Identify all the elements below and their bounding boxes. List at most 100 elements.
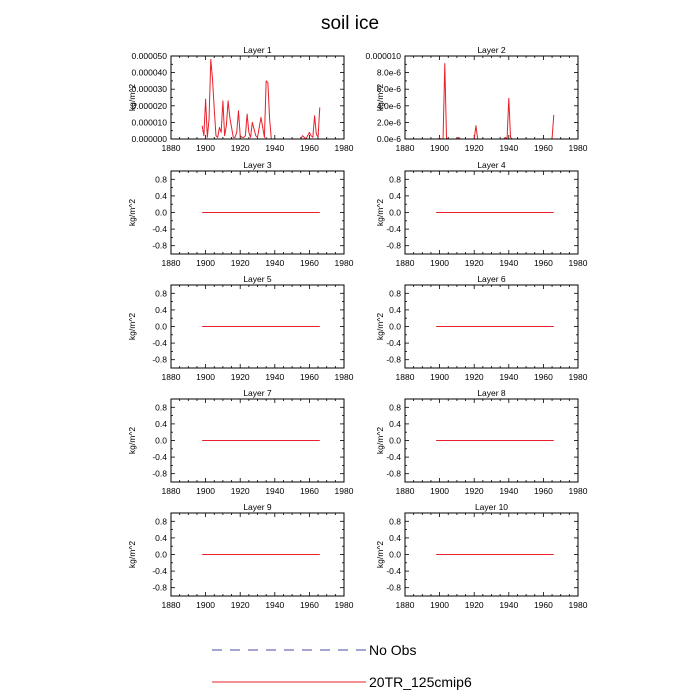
y-axis-label: kg/m^2 — [375, 541, 385, 568]
panel-layer-2: Layer 2 1880 1900 1920 1940 1960 1980 0.0e-6 2.0… — [366, 45, 588, 153]
x-tick-label: 1900 — [196, 258, 215, 268]
x-tick-label: 1880 — [162, 600, 181, 610]
legend: No Obs 20TR_125cmip6 — [212, 642, 472, 690]
series-line — [436, 62, 555, 140]
y-tick-label: -0.4 — [152, 566, 167, 576]
x-tick-label: 1880 — [396, 372, 415, 382]
y-tick-label: -0.8 — [152, 241, 167, 251]
y-tick-label: 0.0 — [155, 550, 167, 560]
x-tick-label: 1960 — [300, 600, 319, 610]
x-tick-label: 1900 — [196, 143, 215, 153]
y-tick-label: 0.8 — [155, 288, 167, 298]
y-tick-label: 0.0 — [389, 208, 401, 218]
x-tick-label: 1960 — [300, 486, 319, 496]
x-tick-label: 1940 — [499, 258, 518, 268]
x-tick-label: 1920 — [231, 258, 250, 268]
x-tick-label: 1980 — [335, 486, 354, 496]
x-tick-label: 1880 — [396, 143, 415, 153]
y-tick-label: -0.8 — [152, 583, 167, 593]
y-tick-label: -0.8 — [386, 469, 401, 479]
y-tick-label: -0.8 — [152, 355, 167, 365]
plot-frame — [170, 398, 345, 483]
y-tick-label: -0.4 — [386, 224, 401, 234]
y-axis-label: kg/m^2 — [375, 84, 385, 111]
x-tick-label: 1960 — [300, 372, 319, 382]
panel-title: Layer 7 — [243, 388, 272, 398]
y-axis-label: kg/m^2 — [375, 427, 385, 454]
y-tick-label: 0.8 — [389, 288, 401, 298]
panel-title: Layer 1 — [243, 45, 272, 55]
y-tick-label: 0.000000 — [132, 134, 168, 144]
y-axis-label: kg/m^2 — [127, 199, 137, 226]
y-tick-label: 0.000040 — [132, 68, 168, 78]
y-tick-label: 0.4 — [389, 533, 401, 543]
x-tick-label: 1900 — [430, 600, 449, 610]
x-tick-label: 1960 — [534, 486, 553, 496]
y-tick-label: 0.4 — [155, 533, 167, 543]
legend-label-20tr: 20TR_125cmip6 — [369, 674, 472, 690]
panel-layer-6: Layer 6 1880 1900 1920 1940 1960 1980 -0.8 -0.4 0… — [375, 274, 588, 382]
y-axis-label: kg/m^2 — [127, 427, 137, 454]
x-tick-label: 1980 — [569, 258, 588, 268]
x-tick-label: 1880 — [162, 486, 181, 496]
series-line — [201, 58, 321, 140]
panel-title: Layer 5 — [243, 274, 272, 284]
x-tick-label: 1980 — [335, 600, 354, 610]
x-tick-label: 1920 — [465, 486, 484, 496]
y-tick-label: 0.0 — [389, 436, 401, 446]
x-tick-label: 1920 — [231, 600, 250, 610]
x-tick-label: 1980 — [335, 143, 354, 153]
x-tick-label: 1900 — [430, 372, 449, 382]
plot-frame — [404, 170, 579, 255]
x-tick-label: 1880 — [162, 372, 181, 382]
y-tick-label: -0.8 — [386, 241, 401, 251]
x-tick-label: 1900 — [196, 600, 215, 610]
y-tick-label: 0.0 — [389, 550, 401, 560]
y-axis-label: kg/m^2 — [375, 313, 385, 340]
panel-layer-3: Layer 3 1880 1900 1920 1940 1960 1980 -0.8 -0.4 0… — [127, 160, 354, 268]
y-tick-label: 0.4 — [155, 191, 167, 201]
panel-layer-10: Layer 10 1880 1900 1920 1940 1960 1980 -0.8 -0.4… — [375, 502, 588, 610]
y-tick-label: -0.4 — [152, 452, 167, 462]
legend-label-no-obs: No Obs — [369, 642, 416, 658]
x-tick-label: 1920 — [465, 143, 484, 153]
x-tick-label: 1960 — [300, 143, 319, 153]
y-tick-label: 0.8 — [155, 402, 167, 412]
y-tick-label: 0.4 — [155, 419, 167, 429]
y-tick-label: -0.4 — [386, 452, 401, 462]
x-tick-label: 1940 — [499, 372, 518, 382]
panel-title: Layer 2 — [477, 45, 506, 55]
y-tick-label: -0.4 — [386, 338, 401, 348]
y-tick-label: 0.0e-6 — [377, 134, 401, 144]
x-tick-label: 1900 — [430, 486, 449, 496]
y-tick-label: 0.8 — [389, 174, 401, 184]
x-tick-label: 1940 — [265, 372, 284, 382]
y-tick-label: 8.0e-6 — [377, 68, 401, 78]
y-axis-label: kg/m^2 — [127, 313, 137, 340]
x-tick-label: 1920 — [231, 143, 250, 153]
y-tick-label: 6.0e-6 — [377, 84, 401, 94]
y-tick-label: 0.0 — [155, 322, 167, 332]
plot-frame — [170, 170, 345, 255]
x-tick-label: 1920 — [465, 600, 484, 610]
y-tick-label: -0.8 — [152, 469, 167, 479]
x-tick-label: 1900 — [430, 258, 449, 268]
x-tick-label: 1900 — [430, 143, 449, 153]
y-tick-label: 0.0 — [389, 322, 401, 332]
y-tick-label: 0.8 — [155, 174, 167, 184]
x-tick-label: 1900 — [196, 486, 215, 496]
y-tick-label: -0.4 — [152, 224, 167, 234]
y-tick-label: -0.4 — [386, 566, 401, 576]
x-tick-label: 1940 — [265, 600, 284, 610]
x-tick-label: 1880 — [162, 258, 181, 268]
panels: Layer 1 1880 1900 1920 1940 1960 1980 0.000000 0… — [127, 45, 588, 610]
x-tick-label: 1960 — [534, 372, 553, 382]
panel-title: Layer 10 — [475, 502, 508, 512]
y-tick-label: 0.8 — [155, 516, 167, 526]
y-tick-label: -0.8 — [386, 355, 401, 365]
y-tick-label: 0.4 — [389, 419, 401, 429]
x-tick-label: 1900 — [196, 372, 215, 382]
y-tick-label: 4.0e-6 — [377, 101, 401, 111]
x-tick-label: 1980 — [569, 143, 588, 153]
